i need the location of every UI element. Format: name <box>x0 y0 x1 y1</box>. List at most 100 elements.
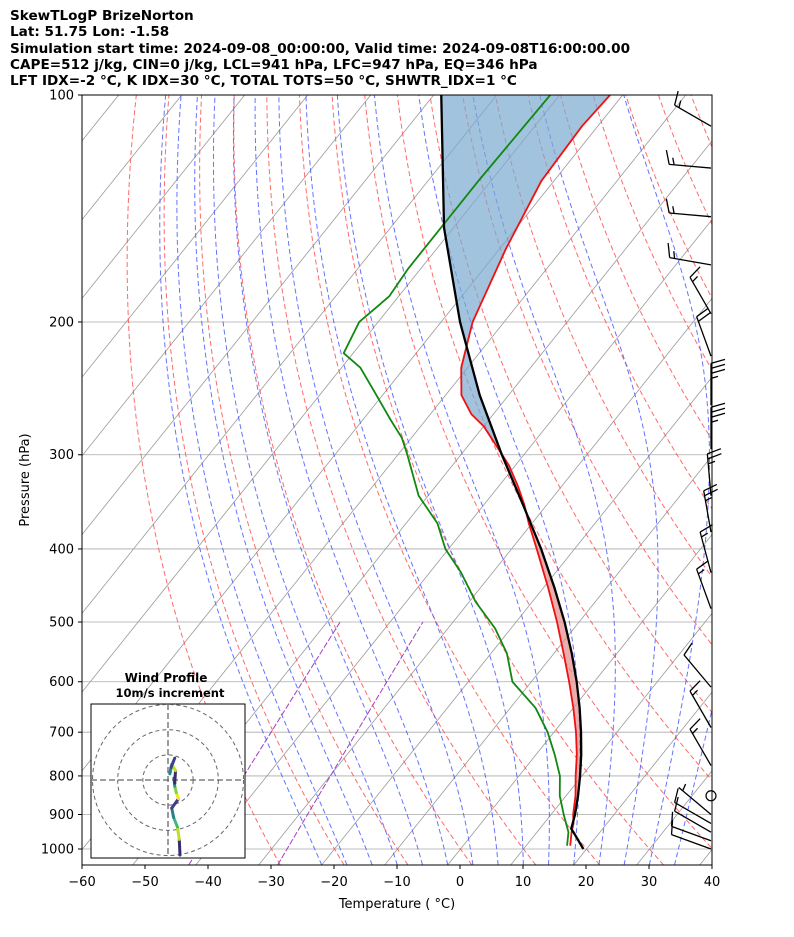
cape-area <box>441 95 611 502</box>
isotherm-line <box>82 95 246 300</box>
dry-adiabat <box>560 95 712 441</box>
chart-header: SkewTLogP BrizeNorton Lat: 51.75 Lon: -1… <box>10 8 630 89</box>
wind-barb <box>673 788 712 825</box>
moist-adiabat <box>159 95 323 865</box>
y-tick-label: 900 <box>49 808 74 823</box>
dry-adiabat <box>789 95 794 865</box>
y-tick-label: 500 <box>49 616 74 631</box>
x-axis-label: Temperature ( °C) <box>338 897 455 912</box>
cape-cin-shading <box>441 95 611 829</box>
wind-barb <box>673 90 712 127</box>
hodograph-segment <box>173 769 177 785</box>
moist-adiabat <box>472 95 616 865</box>
wind-barb <box>710 358 726 406</box>
isotherm-line <box>763 95 794 865</box>
dry-adiabat <box>657 95 712 226</box>
dry-adiabat <box>364 95 712 850</box>
x-tick-label: 10 <box>515 875 532 890</box>
parcel-profile <box>440 95 585 850</box>
isotherm-line <box>510 612 712 865</box>
x-tick-label: −60 <box>68 875 95 890</box>
moist-adiabats <box>159 95 712 865</box>
wind-barb <box>706 448 722 496</box>
wind-barb <box>689 266 712 315</box>
y-tick-label: 100 <box>49 89 74 104</box>
x-tick-label: −50 <box>131 875 158 890</box>
dry-adiabat <box>233 95 473 865</box>
moist-adiabat <box>336 95 524 865</box>
isotherm-line <box>82 95 498 615</box>
cin-area <box>521 501 582 829</box>
isotherm-line <box>447 533 712 865</box>
x-tick-label: 20 <box>578 875 595 890</box>
header-location: Lat: 51.75 Lon: -1.58 <box>10 24 170 41</box>
y-tick-label: 200 <box>49 315 74 330</box>
wind-barb <box>667 243 712 266</box>
isotherm-line <box>82 95 309 378</box>
x-tick-label: −30 <box>257 875 284 890</box>
moist-adiabat <box>623 95 710 865</box>
hodograph-grid <box>91 704 245 858</box>
isotherm-line <box>636 770 712 865</box>
isotherm-line <box>82 95 372 457</box>
y-tick-label: 700 <box>49 726 74 741</box>
wind-barb <box>670 820 712 850</box>
isotherm-line <box>195 218 712 865</box>
moist-adiabat <box>305 95 499 865</box>
calm-circle <box>705 790 717 802</box>
mixing-ratio-line <box>277 621 424 865</box>
wind-barb <box>689 680 712 728</box>
y-tick-label: 600 <box>49 675 74 690</box>
x-tick-label: 0 <box>456 875 464 890</box>
moist-adiabat <box>232 95 424 865</box>
header-indices: LFT IDX=-2 °C, K IDX=30 °C, TOTAL TOTS=5… <box>10 73 517 90</box>
dry-adiabat <box>126 95 281 865</box>
y-tick-label: 1000 <box>41 843 74 858</box>
dry-adiabat <box>690 95 712 149</box>
dry-adiabat <box>527 95 712 510</box>
y-tick-label: 300 <box>49 448 74 463</box>
x-tick-label: −20 <box>320 875 347 890</box>
hodograph-title: Wind Profile <box>125 671 208 685</box>
isotherm-line <box>82 95 435 536</box>
isotherm-line <box>384 455 712 865</box>
isobar-grid <box>82 95 712 850</box>
dry-adiabat <box>429 95 712 714</box>
dry-adiabat <box>199 95 409 865</box>
hodograph-segment <box>170 797 180 810</box>
moist-adiabat <box>674 707 712 865</box>
wind-barbs <box>665 90 726 850</box>
wind-barb <box>683 642 712 688</box>
y-axis-label: Pressure (hPa) <box>18 433 33 526</box>
wind-barb <box>696 307 712 357</box>
hodograph-inset: Wind Profile 10m/s increment <box>90 671 246 859</box>
moist-adiabat <box>212 95 398 865</box>
dewpoint-profile <box>342 95 570 846</box>
wind-barb <box>710 402 726 450</box>
hodograph-segment <box>172 816 179 829</box>
y-tick-label: 800 <box>49 769 74 784</box>
y-tick-label: 400 <box>49 542 74 557</box>
x-tick-label: −40 <box>194 875 221 890</box>
dry-adiabat <box>298 95 601 865</box>
moist-adiabat <box>373 95 550 865</box>
dry-adiabat <box>756 95 794 865</box>
dry-adiabat <box>462 95 712 646</box>
hodograph-segment <box>169 756 177 769</box>
wind-barb <box>705 790 717 802</box>
header-cape-stats: CAPE=512 j/kg, CIN=0 j/kg, LCL=941 hPa, … <box>10 56 538 73</box>
hodograph-segment <box>175 825 181 841</box>
dry-adiabat <box>266 95 537 865</box>
x-tick-label: −10 <box>383 875 410 890</box>
moist-adiabat <box>176 95 348 865</box>
x-tick-label: 30 <box>641 875 658 890</box>
isotherm-line <box>258 297 712 865</box>
wind-barb <box>678 783 712 815</box>
dry-adiabats <box>126 95 794 865</box>
wind-barb <box>670 811 712 842</box>
hodograph-segment <box>177 837 182 857</box>
wind-barb <box>665 198 712 218</box>
dry-adiabat <box>163 95 345 865</box>
